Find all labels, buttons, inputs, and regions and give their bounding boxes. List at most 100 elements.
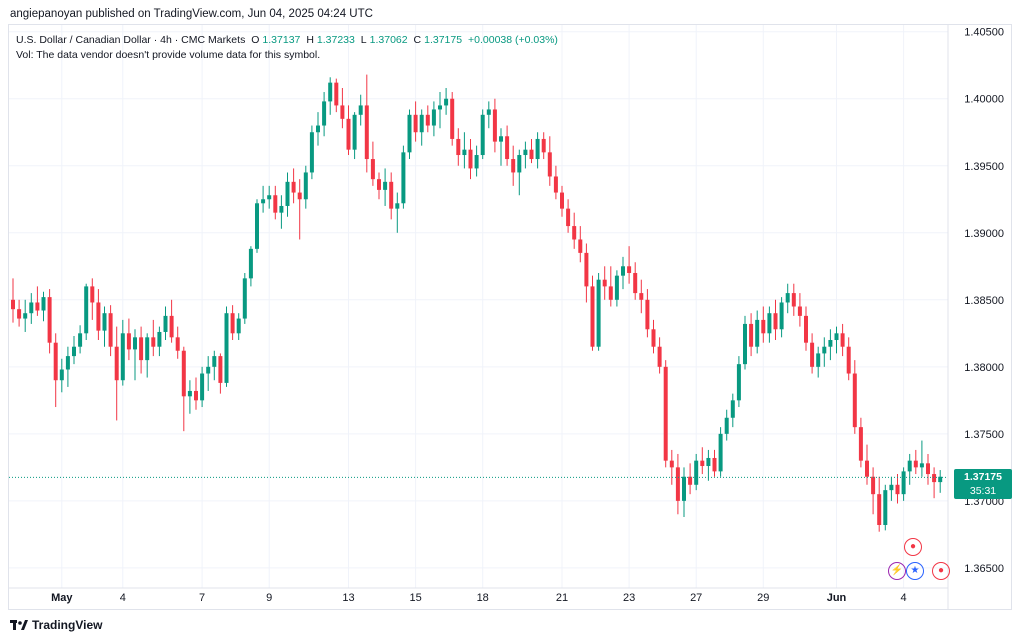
- candle-body: [816, 353, 821, 367]
- candle-body: [90, 286, 95, 303]
- candle-body: [822, 346, 827, 354]
- candle-body: [114, 346, 119, 381]
- candle-body: [267, 195, 272, 200]
- candle-body: [303, 172, 308, 200]
- chart-frame[interactable]: [8, 24, 1012, 610]
- candle-body: [718, 433, 723, 472]
- candle-body: [181, 350, 186, 397]
- candle-body: [187, 390, 192, 397]
- candle-body: [627, 266, 632, 273]
- candle-body: [316, 125, 320, 133]
- candle-body: [291, 181, 296, 193]
- candle-body: [499, 136, 503, 142]
- candle-body: [212, 356, 217, 367]
- candle-body: [560, 192, 564, 209]
- candle-body: [791, 293, 796, 307]
- candle-body: [858, 427, 863, 461]
- candle-body: [919, 463, 924, 468]
- candle-body: [926, 463, 930, 475]
- tradingview-brand[interactable]: TradingView: [32, 618, 103, 632]
- candle-body: [297, 192, 302, 200]
- candle-body: [566, 208, 571, 227]
- candle-body: [840, 333, 845, 347]
- x-tick-label: 27: [690, 592, 702, 604]
- x-tick-label: 13: [342, 592, 354, 604]
- candle-body: [236, 318, 241, 334]
- candle-body: [797, 306, 802, 316]
- candle-body: [35, 302, 40, 311]
- candle-body: [11, 299, 15, 310]
- candle-body: [242, 278, 247, 319]
- candle-body: [126, 333, 131, 350]
- candle-body: [364, 105, 369, 160]
- x-tick-label: Jun: [827, 592, 847, 604]
- candle-body: [175, 337, 180, 351]
- canada-flag-event-icon-2[interactable]: ●: [932, 562, 950, 580]
- candle-body: [309, 132, 314, 173]
- candle-body: [248, 248, 253, 279]
- candle-body: [505, 136, 510, 160]
- candle-body: [517, 155, 522, 173]
- x-tick-label: 15: [409, 592, 421, 604]
- y-tick-label: 1.38500: [964, 295, 1004, 307]
- high-key: H: [306, 34, 314, 46]
- us-flag-event-icon[interactable]: ★: [906, 562, 924, 580]
- y-tick-label: 1.40500: [964, 27, 1004, 39]
- candle-body: [23, 313, 28, 319]
- candle-body: [773, 313, 778, 330]
- symbol-title[interactable]: U.S. Dollar / Canadian Dollar · 4h · CMC…: [16, 34, 246, 46]
- x-tick-label: 18: [477, 592, 489, 604]
- chart-legend: U.S. Dollar / Canadian Dollar · 4h · CMC…: [16, 33, 561, 63]
- x-tick-label: 29: [757, 592, 769, 604]
- candle-body: [346, 118, 351, 150]
- candle-body: [285, 181, 290, 206]
- candle-body: [230, 313, 235, 334]
- candle-body: [486, 109, 491, 115]
- change-value: +0.00038 (+0.03%): [468, 34, 558, 46]
- candle-body: [675, 467, 680, 501]
- candle-body: [468, 149, 473, 169]
- candle-body: [84, 286, 89, 334]
- close-key: C: [413, 34, 422, 46]
- candle-body: [334, 82, 339, 106]
- candle-body: [431, 109, 436, 126]
- candle-body: [456, 138, 461, 156]
- candle-body: [529, 149, 534, 160]
- candle-body: [163, 315, 168, 332]
- lightning-event-icon[interactable]: ⚡: [888, 562, 906, 580]
- candle-body: [169, 315, 174, 338]
- candle-body: [474, 155, 479, 169]
- candle-body: [743, 323, 747, 365]
- candle-body: [584, 252, 589, 287]
- candle-body: [706, 457, 711, 467]
- candle-body: [938, 476, 943, 483]
- candle-body: [194, 390, 198, 401]
- x-tick-label: 7: [199, 592, 205, 604]
- high-value: 1.37233: [316, 34, 355, 46]
- candle-body: [541, 138, 546, 153]
- candle-body: [41, 297, 46, 311]
- candle-body: [370, 159, 375, 180]
- candle-body: [120, 333, 125, 381]
- candle-body: [72, 346, 76, 357]
- candle-body: [755, 319, 760, 347]
- candle-body: [78, 333, 83, 347]
- candle-body: [65, 356, 70, 370]
- x-tick-label: May: [51, 592, 73, 604]
- candle-body: [419, 114, 424, 133]
- candle-body: [578, 239, 583, 253]
- candle-body: [682, 476, 686, 501]
- candle-body: [700, 460, 705, 467]
- canada-flag-event-icon[interactable]: ●: [904, 538, 922, 556]
- candle-body: [133, 337, 137, 350]
- candle-body: [694, 460, 699, 485]
- candle-body: [724, 417, 729, 434]
- candle-body: [401, 152, 406, 204]
- candle-body: [596, 279, 601, 347]
- x-tick-label: 21: [556, 592, 568, 604]
- candle-body: [913, 460, 918, 468]
- bar-countdown: 35:31: [969, 485, 997, 498]
- candle-body: [645, 299, 650, 330]
- tradingview-logo-icon[interactable]: [10, 620, 28, 630]
